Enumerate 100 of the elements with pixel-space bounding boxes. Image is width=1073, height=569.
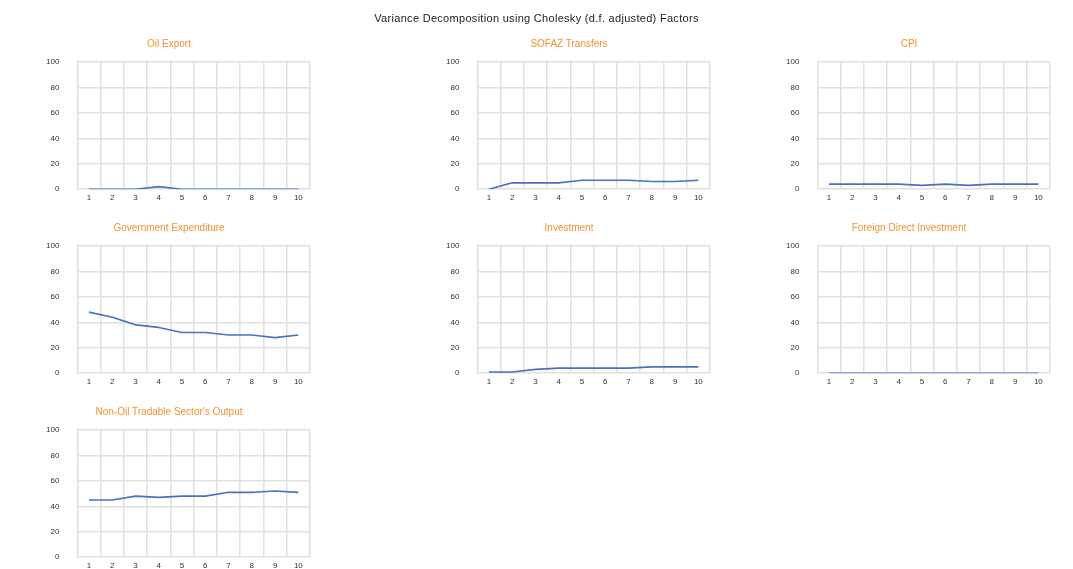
y-tick-label: 80 [450,82,460,92]
x-tick-label: 4 [896,377,902,387]
x-tick-label: 3 [533,377,539,387]
x-tick-label: 6 [603,193,609,203]
x-tick-label: 7 [626,193,632,203]
chart-title: Oil Export [147,37,192,49]
x-tick-label: 5 [919,377,925,387]
x-tick-label: 2 [850,193,856,203]
x-tick-label: 9 [272,377,278,387]
x-tick-label: 6 [943,377,949,387]
y-tick-label: 100 [45,57,60,67]
y-tick-label: 100 [445,57,460,67]
x-tick-label: 6 [603,377,609,387]
x-tick-label: 9 [672,193,678,203]
x-tick-label: 2 [510,193,516,203]
y-tick-label: 40 [450,317,460,327]
x-tick-label: 2 [510,377,516,387]
x-tick-label: 4 [156,377,162,387]
y-tick-label: 0 [54,552,60,562]
y-tick-label: 0 [454,368,460,378]
y-tick-label: 20 [50,526,60,536]
x-tick-label: 7 [966,193,972,203]
x-tick-label: 2 [110,193,116,203]
chart-title: Government Expenditure [113,221,226,233]
x-tick-label: 1 [826,377,832,387]
x-tick-label: 6 [203,561,209,569]
x-tick-label: 10 [1033,193,1044,203]
x-tick-label: 10 [1033,377,1044,387]
x-tick-label: 4 [156,193,162,203]
x-tick-label: 2 [110,377,116,387]
x-tick-label: 7 [226,193,232,203]
y-tick-label: 0 [54,184,60,194]
x-tick-label: 1 [486,377,492,387]
y-tick-label: 100 [785,241,800,251]
x-tick-label: 5 [179,561,185,569]
y-tick-label: 40 [50,317,60,327]
y-tick-label: 80 [50,266,60,276]
x-tick-label: 5 [579,193,585,203]
x-tick-label: 9 [272,561,278,569]
x-tick-label: 10 [293,377,304,387]
y-tick-label: 80 [790,266,800,276]
chart-title: Investment [544,221,594,233]
x-tick-label: 7 [966,377,972,387]
y-tick-label: 40 [50,501,60,511]
y-tick-label: 0 [454,184,460,194]
x-tick-label: 8 [249,561,255,569]
x-tick-label: 3 [873,193,879,203]
chart-title: Foreign Direct Investment [851,221,967,233]
y-tick-label: 60 [790,292,800,302]
y-tick-label: 0 [54,368,60,378]
x-tick-label: 5 [579,377,585,387]
x-tick-label: 8 [649,377,655,387]
y-tick-label: 60 [450,108,460,118]
chart-title: SOFAZ Transfers [530,37,608,49]
y-tick-label: 20 [50,158,60,168]
y-tick-label: 100 [445,241,460,251]
text: Variance Decomposition using Cholesky (d.f. adjusted) Factors [373,12,700,24]
x-tick-label: 8 [249,193,255,203]
x-tick-label: 7 [226,561,232,569]
x-tick-label: 6 [203,377,209,387]
x-tick-label: 3 [133,193,139,203]
y-tick-label: 100 [785,57,800,67]
x-tick-label: 9 [672,377,678,387]
x-tick-label: 8 [249,377,255,387]
y-tick-label: 100 [45,425,60,435]
x-tick-label: 5 [179,193,185,203]
y-tick-label: 60 [450,292,460,302]
x-tick-label: 1 [86,377,92,387]
y-tick-label: 80 [50,82,60,92]
x-tick-label: 5 [179,377,185,387]
y-tick-label: 20 [790,342,800,352]
x-tick-label: 1 [826,193,832,203]
x-tick-label: 6 [943,193,949,203]
x-tick-label: 3 [133,561,139,569]
x-tick-label: 1 [486,193,492,203]
y-tick-label: 20 [450,342,460,352]
y-tick-label: 60 [50,292,60,302]
y-tick-label: 20 [790,158,800,168]
x-tick-label: 2 [110,561,116,569]
x-tick-label: 5 [919,193,925,203]
y-tick-label: 60 [50,476,60,486]
x-tick-label: 8 [989,193,995,203]
x-tick-label: 1 [86,561,92,569]
x-tick-label: 6 [203,193,209,203]
y-tick-label: 80 [790,82,800,92]
x-tick-label: 10 [293,193,304,203]
x-tick-label: 4 [556,377,562,387]
x-tick-label: 7 [626,377,632,387]
x-tick-label: 2 [850,377,856,387]
x-tick-label: 3 [873,377,879,387]
y-tick-label: 60 [790,108,800,118]
x-tick-label: 4 [896,193,902,203]
x-tick-label: 4 [156,561,162,569]
y-tick-label: 60 [50,108,60,118]
x-tick-label: 3 [133,377,139,387]
y-tick-label: 40 [790,317,800,327]
y-tick-label: 40 [450,133,460,143]
y-tick-label: 40 [50,133,60,143]
y-tick-label: 80 [50,450,60,460]
y-tick-label: 80 [450,266,460,276]
